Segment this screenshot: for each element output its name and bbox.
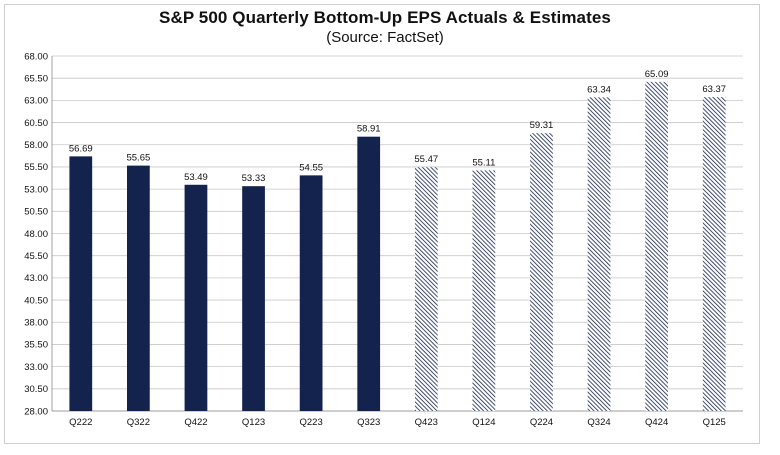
x-tick-label: Q422 bbox=[184, 417, 207, 428]
estimate-bar bbox=[645, 81, 668, 412]
bar-value-label: 55.11 bbox=[472, 157, 495, 168]
bar-value-label: 56.69 bbox=[69, 143, 93, 154]
bar-value-label: 59.31 bbox=[530, 120, 554, 131]
actual-bar bbox=[357, 136, 381, 411]
estimate-bar bbox=[587, 97, 611, 412]
bar-value-label: 53.49 bbox=[184, 172, 208, 183]
x-tick-label: Q423 bbox=[415, 417, 438, 428]
y-tick-label: 38.00 bbox=[24, 318, 48, 329]
x-tick-label: Q223 bbox=[300, 417, 323, 428]
bar-value-label: 54.55 bbox=[299, 162, 323, 173]
estimate-bar bbox=[530, 133, 553, 411]
y-tick-label: 30.50 bbox=[24, 384, 48, 395]
x-axis: Q222 Q322 Q422 Q123 Q223 Q323 Q423 Q124 Q224 Q324… bbox=[69, 417, 726, 428]
y-tick-label: 58.00 bbox=[24, 140, 48, 151]
y-tick-label: 40.50 bbox=[24, 295, 48, 306]
x-tick-label: Q125 bbox=[703, 417, 726, 428]
y-tick-label: 65.50 bbox=[24, 73, 48, 84]
actual-bar bbox=[69, 156, 93, 411]
chart-title: S&P 500 Quarterly Bottom-Up EPS Actuals … bbox=[159, 8, 611, 27]
x-tick-label: Q123 bbox=[242, 417, 265, 428]
bar-value-label: 55.65 bbox=[126, 153, 150, 164]
estimate-bar bbox=[702, 97, 726, 411]
actual-bar bbox=[184, 184, 208, 411]
x-tick-label: Q124 bbox=[472, 417, 495, 428]
y-tick-label: 60.50 bbox=[24, 118, 48, 129]
bar-value-label: 53.33 bbox=[242, 173, 266, 184]
gridlines bbox=[52, 55, 743, 412]
y-tick-label: 28.00 bbox=[24, 406, 48, 417]
chart-subtitle: (Source: FactSet) bbox=[326, 29, 444, 46]
y-tick-label: 63.00 bbox=[24, 96, 48, 107]
y-tick-label: 55.50 bbox=[24, 162, 48, 173]
data-labels: 56.69 55.65 53.49 53.33 54.55 58.91 55.47 55.11… bbox=[69, 69, 726, 184]
bar-value-label: 63.34 bbox=[587, 84, 611, 95]
x-tick-label: Q324 bbox=[587, 417, 610, 428]
y-tick-label: 50.50 bbox=[24, 207, 48, 218]
x-tick-label: Q224 bbox=[530, 417, 553, 428]
y-tick-label: 35.50 bbox=[24, 340, 48, 351]
bar-value-label: 58.91 bbox=[357, 124, 381, 135]
actual-bar bbox=[299, 175, 323, 411]
estimate-bar bbox=[414, 167, 438, 411]
y-tick-label: 68.00 bbox=[24, 51, 48, 62]
y-tick-label: 48.00 bbox=[24, 229, 48, 240]
x-tick-label: Q322 bbox=[127, 417, 150, 428]
y-tick-label: 33.00 bbox=[24, 362, 48, 373]
y-axis: 28.00 30.50 33.00 35.50 38.00 40.50 43.00 45.50… bbox=[24, 51, 743, 417]
x-tick-label: Q424 bbox=[645, 417, 668, 428]
bars bbox=[69, 81, 726, 412]
x-tick-label: Q222 bbox=[69, 417, 92, 428]
actual-bar bbox=[242, 186, 265, 411]
x-tick-label: Q323 bbox=[357, 417, 380, 428]
estimate-bar bbox=[472, 170, 496, 411]
y-tick-label: 45.50 bbox=[24, 251, 48, 262]
bar-value-label: 63.37 bbox=[702, 84, 726, 95]
actual-bar bbox=[127, 165, 150, 411]
y-tick-label: 53.00 bbox=[24, 184, 48, 195]
bar-value-label: 55.47 bbox=[414, 154, 438, 165]
y-tick-label: 43.00 bbox=[24, 273, 48, 284]
bar-value-label: 65.09 bbox=[645, 69, 669, 80]
